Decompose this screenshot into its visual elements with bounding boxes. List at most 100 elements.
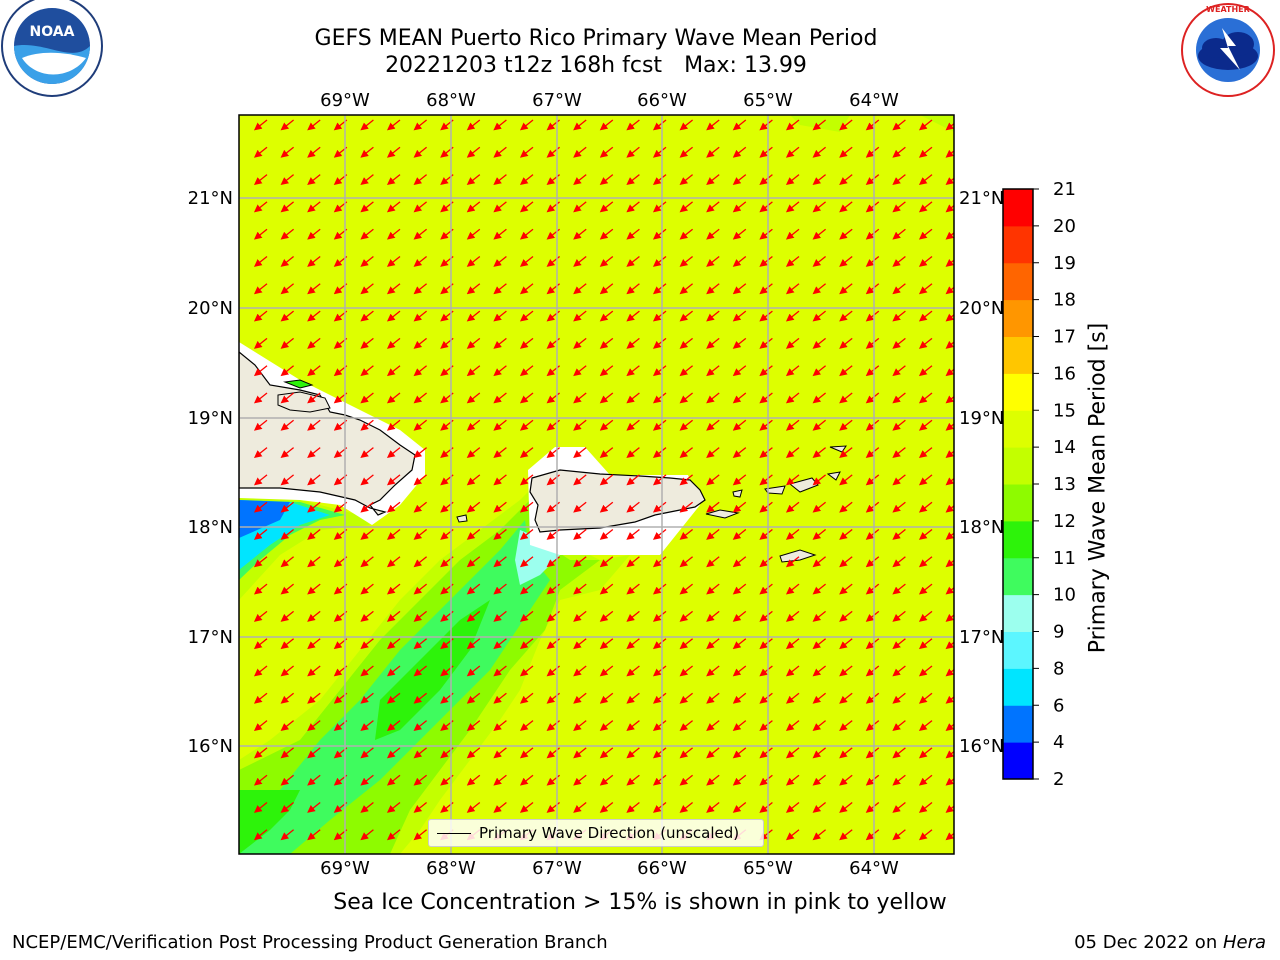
wave-direction-arrow — [360, 829, 374, 841]
wave-direction-arrow — [546, 610, 561, 622]
wave-direction-arrow — [360, 501, 374, 513]
wave-direction-arrow — [307, 228, 321, 240]
wave-direction-arrow — [546, 392, 561, 404]
colorbar-tick-label: 18 — [1053, 290, 1076, 311]
wave-direction-arrow — [307, 447, 321, 459]
wave-direction-arrow — [839, 283, 853, 295]
lat-label-right: 16°N — [959, 736, 1004, 757]
wave-direction-arrow — [573, 228, 587, 240]
wave-direction-arrow — [253, 201, 268, 213]
wave-direction-arrow — [493, 556, 507, 568]
wave-direction-arrow — [812, 774, 827, 786]
wave-direction-arrow — [546, 119, 561, 131]
wave-direction-arrow — [546, 365, 561, 377]
wave-direction-arrow — [918, 720, 933, 732]
wave-direction-arrow — [307, 665, 321, 677]
wave-direction-arrow — [679, 119, 694, 131]
wave-direction-arrow — [652, 583, 667, 595]
lon-label-bottom: 69°W — [320, 858, 370, 879]
wave-direction-arrow — [307, 720, 321, 732]
colorbar-tick-label: 17 — [1053, 327, 1076, 348]
wave-direction-arrow — [892, 447, 906, 459]
wave-direction-arrow — [652, 747, 667, 759]
wave-direction-arrow — [307, 365, 321, 377]
colorbar-tick-label: 6 — [1053, 695, 1064, 716]
wave-direction-arrow — [386, 392, 401, 404]
wave-direction-arrow — [466, 337, 481, 349]
wave-direction-arrow — [812, 255, 827, 267]
wave-direction-arrow — [493, 337, 507, 349]
wave-direction-arrow — [519, 692, 534, 704]
wave-direction-arrow — [892, 310, 906, 322]
wave-direction-arrow — [413, 255, 428, 267]
colorbar-tick-label: 2 — [1053, 769, 1064, 790]
wave-direction-arrow — [360, 747, 374, 759]
wave-direction-arrow — [626, 119, 640, 131]
wave-direction-arrow — [307, 610, 321, 622]
wave-direction-arrow — [599, 283, 614, 295]
wave-direction-arrow — [573, 774, 587, 786]
wave-direction-arrow — [386, 665, 401, 677]
wave-direction-arrow — [918, 447, 933, 459]
wave-direction-arrow — [679, 665, 694, 677]
wave-direction-arrow — [785, 829, 800, 841]
wave-direction-arrow — [466, 419, 481, 431]
map-area — [239, 115, 954, 854]
noaa-logo: NOAA — [1, 0, 103, 97]
wave-direction-arrow — [918, 365, 933, 377]
wave-direction-arrow — [812, 610, 827, 622]
wave-direction-arrow — [706, 146, 720, 158]
colorbar-segment — [1003, 557, 1033, 596]
wave-direction-arrow — [785, 583, 800, 595]
wave-direction-arrow — [839, 201, 853, 213]
wave-direction-arrow — [892, 720, 906, 732]
wave-direction-arrow — [652, 474, 667, 486]
wave-direction-arrow — [599, 447, 614, 459]
wave-direction-arrow — [466, 692, 481, 704]
wave-direction-arrow — [360, 255, 374, 267]
wave-direction-arrow — [360, 474, 374, 486]
wave-direction-arrow — [546, 556, 561, 568]
lon-label-bottom: 68°W — [426, 858, 476, 879]
wave-direction-arrow — [892, 365, 906, 377]
wave-direction-arrow — [732, 392, 747, 404]
wave-direction-arrow — [732, 638, 747, 650]
wave-direction-arrow — [573, 720, 587, 732]
colorbar-segment — [1003, 742, 1033, 780]
wave-direction-arrow — [706, 556, 720, 568]
wave-direction-arrow — [386, 501, 401, 513]
wave-direction-arrow — [253, 447, 268, 459]
wave-direction-arrow — [386, 528, 401, 540]
wave-direction-arrow — [679, 501, 694, 513]
wave-direction-arrow — [253, 829, 268, 841]
wave-direction-arrow — [679, 174, 694, 186]
wave-direction-arrow — [626, 447, 640, 459]
wave-direction-arrow — [307, 337, 321, 349]
wave-direction-arrow — [573, 474, 587, 486]
wave-direction-arrow — [812, 556, 827, 568]
wave-direction-arrow — [493, 801, 507, 813]
wave-direction-arrow — [918, 692, 933, 704]
wave-direction-arrow — [307, 119, 321, 131]
wave-direction-arrow — [839, 528, 853, 540]
wave-direction-arrow — [386, 829, 401, 841]
lat-label-right: 17°N — [959, 627, 1004, 648]
colorbar-tick-label: 14 — [1053, 437, 1076, 458]
wave-direction-arrow — [892, 474, 906, 486]
wave-direction-arrow — [812, 201, 827, 213]
wave-direction-arrow — [519, 610, 534, 622]
wave-direction-arrow — [307, 501, 321, 513]
wave-direction-arrows — [253, 119, 954, 841]
wave-direction-arrow — [652, 610, 667, 622]
wave-direction-arrow — [732, 692, 747, 704]
wave-direction-arrow — [413, 228, 428, 240]
wave-direction-arrow — [599, 365, 614, 377]
wave-direction-arrow — [360, 665, 374, 677]
wave-direction-arrow — [839, 419, 853, 431]
wave-direction-arrow — [546, 720, 561, 732]
wave-direction-arrow — [706, 747, 720, 759]
wave-direction-arrow — [812, 692, 827, 704]
wave-direction-arrow — [706, 774, 720, 786]
colorbar-tick-label: 12 — [1053, 511, 1076, 532]
